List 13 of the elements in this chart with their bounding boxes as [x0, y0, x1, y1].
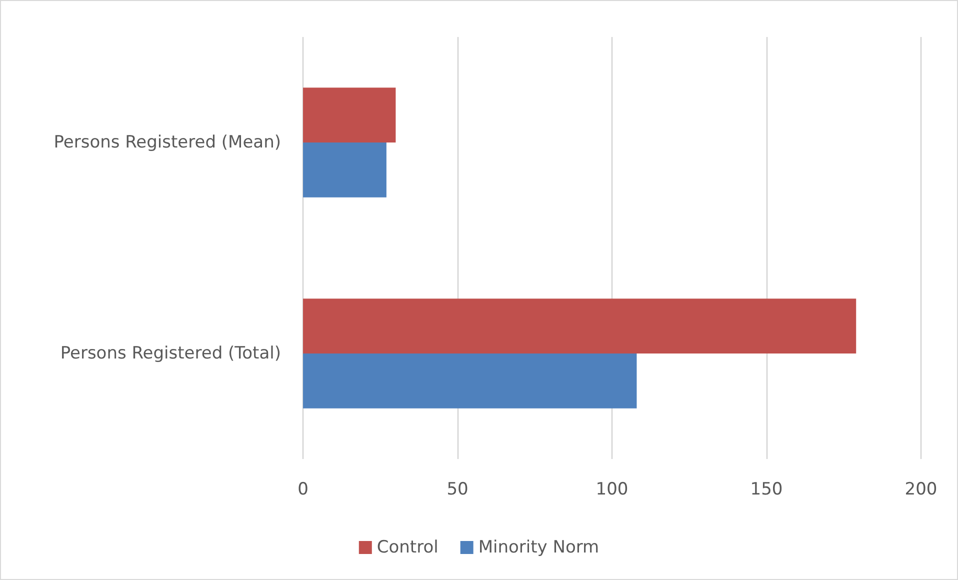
bar — [303, 88, 396, 142]
y-tick-label: Persons Registered (Total) — [60, 344, 281, 364]
legend-label: Minority Norm — [478, 538, 600, 558]
x-tick-label: 150 — [750, 480, 783, 500]
bar — [303, 354, 637, 408]
x-tick-label: 100 — [596, 480, 628, 500]
bar — [303, 298, 856, 354]
bar — [303, 142, 386, 198]
legend-label: Control — [376, 538, 438, 558]
x-tick-label: 0 — [298, 480, 308, 500]
y-tick-label: Persons Registered (Mean) — [54, 132, 281, 152]
x-tick-label: 200 — [904, 480, 938, 500]
x-tick-label: 50 — [446, 480, 468, 500]
